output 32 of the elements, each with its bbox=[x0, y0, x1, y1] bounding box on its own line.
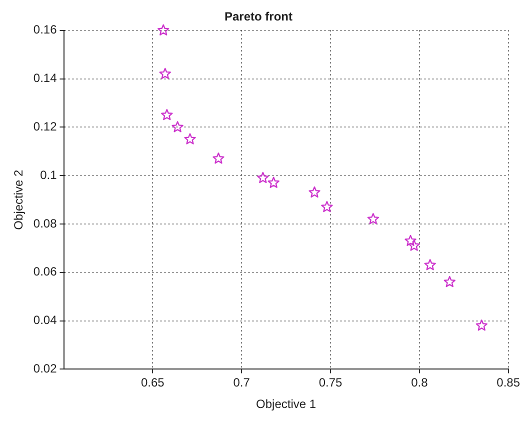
point bbox=[161, 109, 173, 120]
y-tick-label: 0.06 bbox=[33, 264, 58, 279]
point bbox=[257, 172, 269, 184]
x-tick-label: 0.75 bbox=[318, 376, 342, 390]
point bbox=[268, 176, 280, 188]
point bbox=[424, 259, 436, 270]
x-tick-label: 0.65 bbox=[140, 376, 165, 390]
chart-title: Pareto front bbox=[224, 10, 293, 24]
x-axis-title: Objective 1 bbox=[256, 397, 316, 412]
x-tick-label: 0.7 bbox=[233, 376, 250, 390]
point bbox=[172, 121, 184, 132]
point bbox=[212, 152, 224, 164]
x-tick-label: 0.85 bbox=[496, 376, 520, 390]
point bbox=[158, 24, 170, 36]
y-tick-label: 0.1 bbox=[40, 168, 58, 182]
y-tick-label: 0.02 bbox=[33, 362, 58, 376]
point bbox=[321, 200, 333, 212]
y-axis-title: Objective 2 bbox=[12, 169, 26, 230]
point bbox=[308, 186, 320, 198]
point bbox=[404, 234, 416, 246]
x-tick-label: 0.8 bbox=[411, 376, 428, 390]
point bbox=[159, 68, 171, 80]
y-tick-label: 0.08 bbox=[33, 216, 58, 230]
y-tick-label: 0.04 bbox=[33, 313, 58, 328]
y-tick-label: 0.14 bbox=[33, 71, 58, 86]
point bbox=[184, 133, 196, 144]
point bbox=[444, 276, 456, 288]
point bbox=[367, 213, 380, 224]
point bbox=[408, 240, 420, 251]
point bbox=[476, 320, 488, 331]
y-tick-label: 0.12 bbox=[33, 120, 58, 134]
y-tick-label: 0.16 bbox=[33, 22, 58, 37]
